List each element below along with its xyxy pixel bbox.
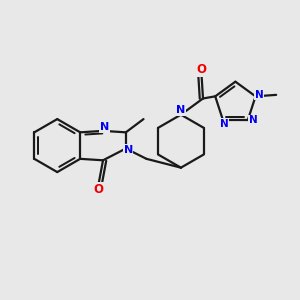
Text: O: O	[94, 183, 103, 196]
Text: O: O	[196, 63, 206, 76]
Text: N: N	[176, 105, 185, 115]
Text: N: N	[255, 90, 263, 100]
Text: N: N	[124, 145, 133, 155]
Text: N: N	[100, 122, 109, 132]
Text: N: N	[220, 118, 229, 129]
Text: N: N	[249, 115, 257, 125]
